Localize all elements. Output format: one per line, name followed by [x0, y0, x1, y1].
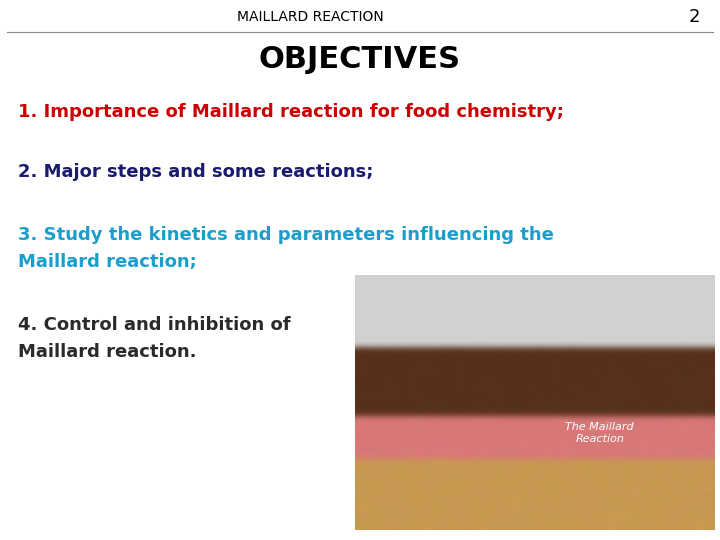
Text: 1. Importance of Maillard reaction for food chemistry;: 1. Importance of Maillard reaction for f…	[18, 103, 564, 121]
Text: MAILLARD REACTION: MAILLARD REACTION	[237, 10, 383, 24]
Text: The Maillard
Reaction: The Maillard Reaction	[565, 422, 634, 444]
Text: 3. Study the kinetics and parameters influencing the: 3. Study the kinetics and parameters inf…	[18, 226, 554, 244]
Text: 2: 2	[688, 8, 700, 26]
Text: 2. Major steps and some reactions;: 2. Major steps and some reactions;	[18, 163, 374, 181]
Text: Maillard reaction;: Maillard reaction;	[18, 253, 197, 271]
Text: 4. Control and inhibition of: 4. Control and inhibition of	[18, 316, 291, 334]
Text: OBJECTIVES: OBJECTIVES	[259, 45, 461, 75]
Text: Maillard reaction.: Maillard reaction.	[18, 343, 197, 361]
